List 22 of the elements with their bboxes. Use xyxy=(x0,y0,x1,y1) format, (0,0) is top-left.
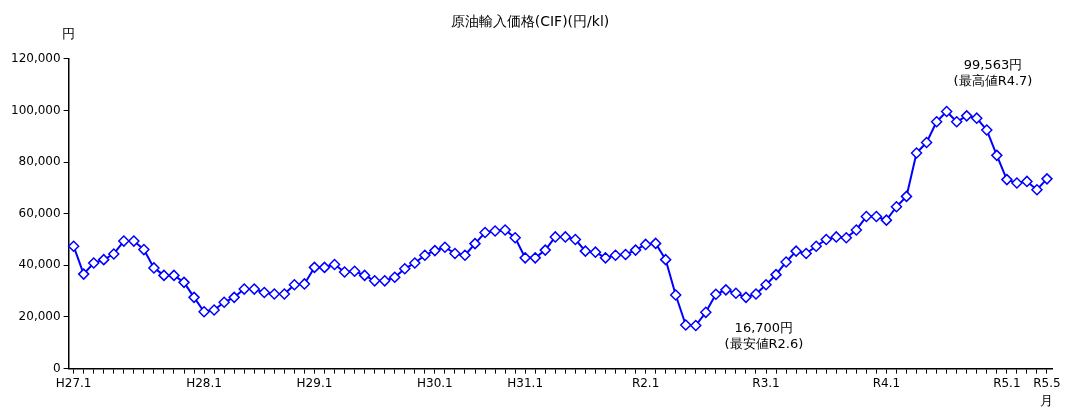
annotation: 16,700円 (最安値R2.6) xyxy=(724,320,804,352)
y-tick-label: 80,000 xyxy=(18,154,61,169)
y-tick-label: 40,000 xyxy=(18,257,61,272)
x-tick-label: H27.1 xyxy=(55,375,92,390)
x-tick-label: H29.1 xyxy=(296,375,333,390)
y-tick-label: 120,000 xyxy=(11,50,61,65)
x-tick-label: H30.1 xyxy=(417,375,453,390)
x-tick-label: R2.1 xyxy=(631,375,660,390)
x-axis-title: 月 xyxy=(1039,393,1053,409)
y-tick-label: 0 xyxy=(52,360,61,375)
y-axis-title: 円 xyxy=(62,25,76,41)
chart-title: 原油輸入価格(CIF)(円/kl) xyxy=(450,13,610,30)
x-tick-label: R5.1 xyxy=(993,375,1021,390)
x-tick-label: R5.5 xyxy=(1033,375,1061,390)
annotation: 99,563円 (最高値R4.7) xyxy=(953,56,1033,88)
x-tick-label: R3.1 xyxy=(752,375,780,390)
x-tick-label: H28.1 xyxy=(186,375,222,390)
x-tick-label: R4.1 xyxy=(872,375,901,390)
y-tick-label: 100,000 xyxy=(11,102,61,117)
y-tick-label: 60,000 xyxy=(18,205,61,220)
y-tick-label: 20,000 xyxy=(18,309,61,324)
x-tick-label: H31.1 xyxy=(507,375,544,390)
